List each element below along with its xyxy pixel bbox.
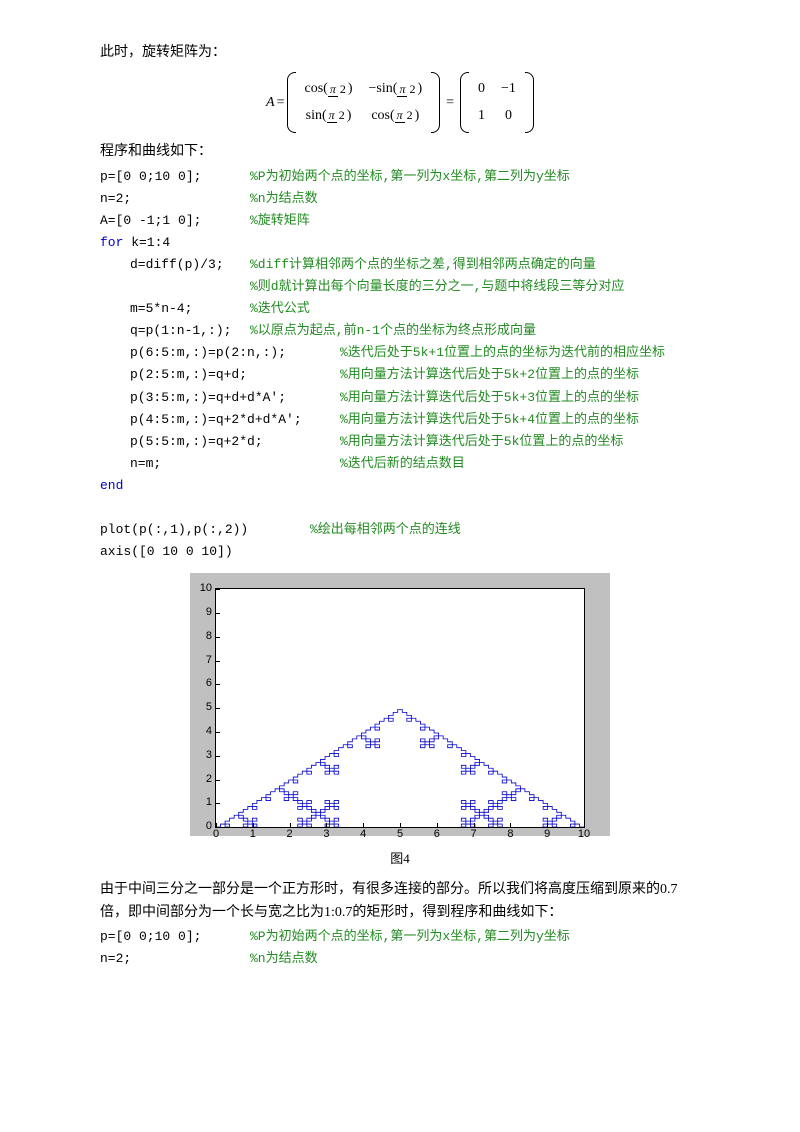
code-comment: %绘出每相邻两个点的连线 xyxy=(310,519,461,541)
intro-text-2: 程序和曲线如下： xyxy=(100,141,700,163)
y-tick-label: 3 xyxy=(194,747,212,765)
code-comment: %用向量方法计算迭代后处于5k+4位置上的点的坐标 xyxy=(340,409,639,431)
code-line: p(6:5:m,:)=p(2:n,:);%迭代后处于5k+1位置上的点的坐标为迭… xyxy=(100,342,700,364)
code-comment: %n为结点数 xyxy=(250,188,318,210)
code-line: q=p(1:n-1,:);%以原点为起点,前n-1个点的坐标为终点形成向量 xyxy=(100,320,700,342)
code-line: plot(p(:,1),p(:,2))%绘出每相邻两个点的连线 xyxy=(100,519,700,541)
code-line: A=[0 -1;1 0];%旋转矩阵 xyxy=(100,210,700,232)
code-comment: %迭代后处于5k+1位置上的点的坐标为迭代前的相应坐标 xyxy=(340,342,665,364)
code-line: m=5*n-4;%迭代公式 xyxy=(100,298,700,320)
code-line: p(5:5:m,:)=q+2*d;%用向量方法计算迭代后处于5k位置上的点的坐标 xyxy=(100,431,700,453)
x-tick-label: 7 xyxy=(471,826,477,844)
code-comment: %旋转矩阵 xyxy=(250,210,310,232)
code-line: p(3:5:m,:)=q+d+d*A';%用向量方法计算迭代后处于5k+3位置上… xyxy=(100,387,700,409)
y-tick-label: 7 xyxy=(194,652,212,670)
code-comment: %P为初始两个点的坐标,第一列为x坐标,第二列为y坐标 xyxy=(250,166,570,188)
code-comment: %以原点为起点,前n-1个点的坐标为终点形成向量 xyxy=(250,320,536,342)
code-line: p=[0 0;10 0];%P为初始两个点的坐标,第一列为x坐标,第二列为y坐标 xyxy=(100,166,700,188)
code-line: p(2:5:m,:)=q+d;%用向量方法计算迭代后处于5k+2位置上的点的坐标 xyxy=(100,364,700,386)
code-comment: %diff计算相邻两个点的坐标之差,得到相邻两点确定的向量 xyxy=(250,254,596,276)
y-tick-label: 0 xyxy=(194,818,212,836)
code-line: p(4:5:m,:)=q+2*d+d*A';%用向量方法计算迭代后处于5k+4位… xyxy=(100,409,700,431)
code-line: n=2;%n为结点数 xyxy=(100,948,700,970)
intro-text-1: 此时，旋转矩阵为： xyxy=(100,42,700,64)
code-line: n=2;%n为结点数 xyxy=(100,188,700,210)
y-tick-label: 6 xyxy=(194,676,212,694)
code-comment: %P为初始两个点的坐标,第一列为x坐标,第二列为y坐标 xyxy=(250,926,570,948)
matlab-code-block-2: p=[0 0;10 0];%P为初始两个点的坐标,第一列为x坐标,第二列为y坐标… xyxy=(100,926,700,970)
code-line: d=diff(p)/3;%diff计算相邻两个点的坐标之差,得到相邻两点确定的向… xyxy=(100,254,700,276)
code-comment: %迭代公式 xyxy=(250,298,310,320)
code-line xyxy=(100,497,700,519)
x-tick-label: 4 xyxy=(360,826,366,844)
figure-4: 012345678910012345678910 图4 xyxy=(100,573,700,869)
code-line: end xyxy=(100,475,700,497)
x-tick-label: 0 xyxy=(213,826,219,844)
x-tick-label: 2 xyxy=(287,826,293,844)
x-tick-label: 1 xyxy=(250,826,256,844)
paragraph-2: 由于中间三分之一部分是一个正方形时，有很多连接的部分。所以我们将高度压缩到原来的… xyxy=(100,879,700,924)
x-tick-label: 10 xyxy=(578,826,590,844)
rotation-matrix-equation: A = cos(π2) −sin(π2) sin(π2) cos(π2) = 0… xyxy=(100,72,700,133)
matrix-right: 0−1 10 xyxy=(460,72,534,133)
x-tick-label: 3 xyxy=(323,826,329,844)
y-tick-label: 9 xyxy=(194,604,212,622)
y-tick-label: 8 xyxy=(194,628,212,646)
matlab-code-block-1: p=[0 0;10 0];%P为初始两个点的坐标,第一列为x坐标,第二列为y坐标… xyxy=(100,166,700,564)
x-tick-label: 9 xyxy=(544,826,550,844)
code-comment: %用向量方法计算迭代后处于5k+2位置上的点的坐标 xyxy=(340,364,639,386)
plot-axes: 012345678910012345678910 xyxy=(215,588,585,828)
code-line: n=m;%迭代后新的结点数目 xyxy=(100,453,700,475)
code-line: for k=1:4 xyxy=(100,232,700,254)
code-line: p=[0 0;10 0];%P为初始两个点的坐标,第一列为x坐标,第二列为y坐标 xyxy=(100,926,700,948)
y-tick-label: 10 xyxy=(194,580,212,598)
code-comment: %n为结点数 xyxy=(250,948,318,970)
y-tick-label: 1 xyxy=(194,795,212,813)
fractal-curve xyxy=(216,589,584,827)
x-tick-label: 5 xyxy=(397,826,403,844)
x-tick-label: 8 xyxy=(507,826,513,844)
code-comment: %用向量方法计算迭代后处于5k+3位置上的点的坐标 xyxy=(340,387,639,409)
code-line: %则d就计算出每个向量长度的三分之一,与题中将线段三等分对应 xyxy=(100,276,700,298)
figure-caption: 图4 xyxy=(100,849,700,870)
code-comment: %迭代后新的结点数目 xyxy=(340,453,465,475)
plot-background: 012345678910012345678910 xyxy=(190,573,610,836)
code-comment: %则d就计算出每个向量长度的三分之一,与题中将线段三等分对应 xyxy=(250,276,624,298)
y-tick-label: 5 xyxy=(194,699,212,717)
y-tick-label: 2 xyxy=(194,771,212,789)
y-tick-label: 4 xyxy=(194,723,212,741)
code-comment: %用向量方法计算迭代后处于5k位置上的点的坐标 xyxy=(340,431,623,453)
code-line: axis([0 10 0 10]) xyxy=(100,541,700,563)
matrix-left: cos(π2) −sin(π2) sin(π2) cos(π2) xyxy=(287,72,441,133)
x-tick-label: 6 xyxy=(434,826,440,844)
